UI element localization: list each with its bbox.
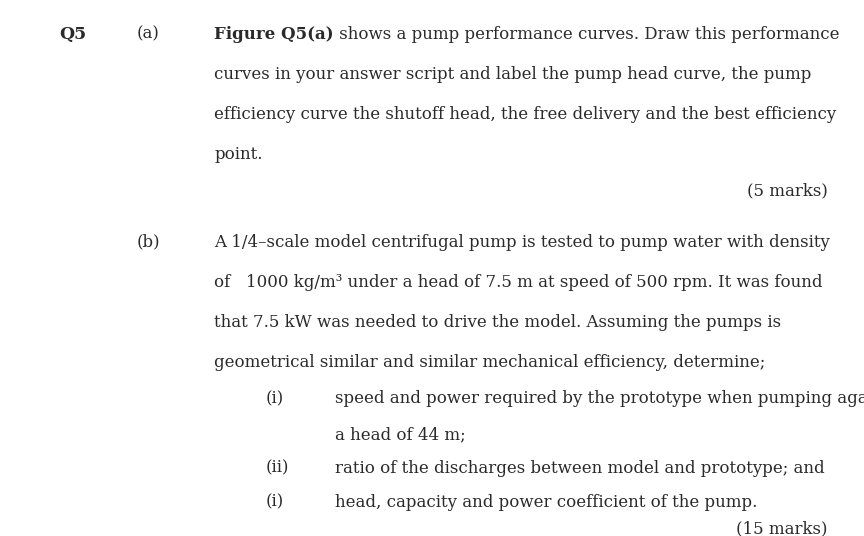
Text: (15 marks): (15 marks) [736, 520, 828, 536]
Text: (b): (b) [137, 234, 160, 250]
Text: efficiency curve the shutoff head, the free delivery and the best efficiency: efficiency curve the shutoff head, the f… [214, 106, 836, 123]
Text: head, capacity and power coefficient of the pump.: head, capacity and power coefficient of … [335, 494, 758, 510]
Text: (i): (i) [266, 494, 284, 510]
Text: ratio of the discharges between model and prototype; and: ratio of the discharges between model an… [335, 460, 825, 477]
Text: A 1/4–scale model centrifugal pump is tested to pump water with density: A 1/4–scale model centrifugal pump is te… [214, 234, 830, 250]
Text: Q5: Q5 [59, 26, 86, 42]
Text: geometrical similar and similar mechanical efficiency, determine;: geometrical similar and similar mechanic… [214, 354, 766, 371]
Text: (i): (i) [266, 390, 284, 407]
Text: speed and power required by the prototype when pumping against: speed and power required by the prototyp… [335, 390, 864, 407]
Text: (5 marks): (5 marks) [746, 183, 828, 199]
Text: (ii): (ii) [266, 460, 289, 477]
Text: that 7.5 kW was needed to drive the model. Assuming the pumps is: that 7.5 kW was needed to drive the mode… [214, 314, 781, 331]
Text: (a): (a) [137, 26, 159, 42]
Text: point.: point. [214, 146, 263, 163]
Text: Figure Q5(a): Figure Q5(a) [214, 26, 334, 42]
Text: shows a pump performance curves. Draw this performance: shows a pump performance curves. Draw th… [334, 26, 840, 42]
Text: curves in your answer script and label the pump head curve, the pump: curves in your answer script and label t… [214, 66, 811, 83]
Text: a head of 44 m;: a head of 44 m; [335, 427, 466, 443]
Text: of   1000 kg/m³ under a head of 7.5 m at speed of 500 rpm. It was found: of 1000 kg/m³ under a head of 7.5 m at s… [214, 274, 823, 291]
